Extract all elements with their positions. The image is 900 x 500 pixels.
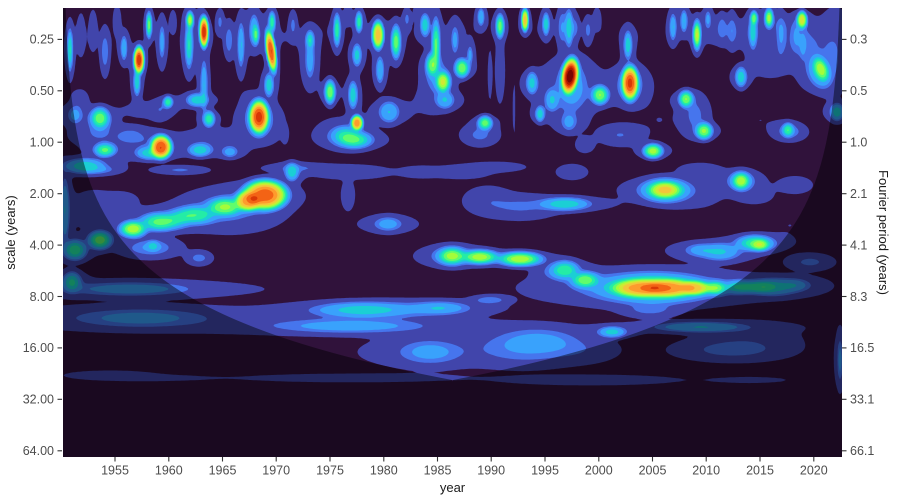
svg-text:2015: 2015 xyxy=(746,464,774,478)
svg-text:0.50: 0.50 xyxy=(30,84,54,98)
svg-text:1960: 1960 xyxy=(155,464,183,478)
svg-text:8.00: 8.00 xyxy=(30,290,54,304)
svg-text:Fourier period (years): Fourier period (years) xyxy=(876,170,891,295)
svg-text:33.1: 33.1 xyxy=(850,393,874,407)
svg-text:66.1: 66.1 xyxy=(850,444,874,458)
svg-text:year: year xyxy=(440,480,466,495)
svg-text:4.00: 4.00 xyxy=(30,238,54,252)
svg-text:2000: 2000 xyxy=(585,464,613,478)
svg-text:2020: 2020 xyxy=(800,464,828,478)
svg-text:0.5: 0.5 xyxy=(850,84,867,98)
svg-text:4.1: 4.1 xyxy=(850,238,867,252)
svg-text:8.3: 8.3 xyxy=(850,290,867,304)
svg-text:1970: 1970 xyxy=(262,464,290,478)
svg-text:1965: 1965 xyxy=(209,464,237,478)
svg-text:1955: 1955 xyxy=(101,464,129,478)
svg-text:0.25: 0.25 xyxy=(30,33,54,47)
svg-text:16.5: 16.5 xyxy=(850,341,874,355)
svg-text:1995: 1995 xyxy=(531,464,559,478)
svg-text:1990: 1990 xyxy=(477,464,505,478)
svg-text:scale (years): scale (years) xyxy=(3,195,18,269)
svg-text:2.1: 2.1 xyxy=(850,187,867,201)
svg-text:1.0: 1.0 xyxy=(850,136,867,150)
svg-text:32.00: 32.00 xyxy=(23,393,54,407)
svg-text:16.00: 16.00 xyxy=(23,341,54,355)
svg-text:1980: 1980 xyxy=(370,464,398,478)
svg-text:2010: 2010 xyxy=(692,464,720,478)
svg-text:64.00: 64.00 xyxy=(23,444,54,458)
svg-text:1.00: 1.00 xyxy=(30,136,54,150)
svg-text:1975: 1975 xyxy=(316,464,344,478)
svg-text:2005: 2005 xyxy=(639,464,667,478)
svg-text:1985: 1985 xyxy=(424,464,452,478)
svg-text:2.00: 2.00 xyxy=(30,187,54,201)
svg-text:0.3: 0.3 xyxy=(850,33,867,47)
